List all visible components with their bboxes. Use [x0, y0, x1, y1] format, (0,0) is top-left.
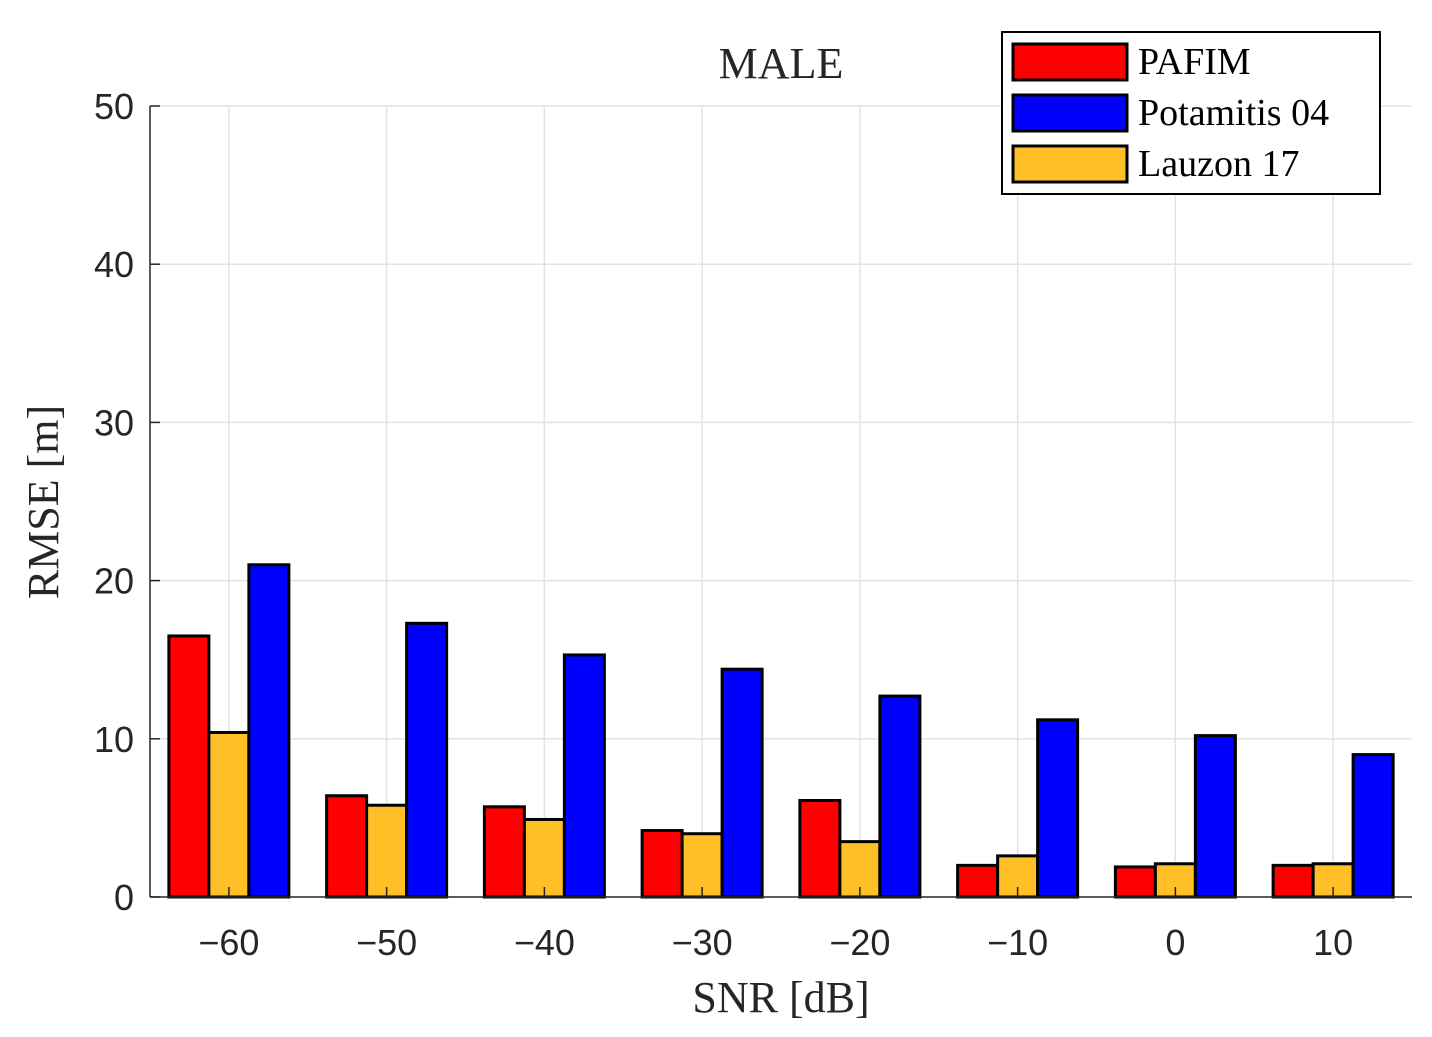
- legend: PAFIM Potamitis 04 Lauzon 17: [1002, 32, 1380, 194]
- bars: [169, 565, 1393, 897]
- legend-swatch: [1013, 146, 1127, 182]
- legend-swatch: [1013, 95, 1127, 131]
- y-tick-label: 20: [94, 561, 134, 602]
- chart-title: MALE: [719, 39, 844, 88]
- y-axis-title: RMSE [m]: [19, 405, 68, 599]
- x-tick-label: 0: [1165, 922, 1185, 963]
- legend-label: Lauzon 17: [1138, 143, 1299, 185]
- bar-pafim: [169, 636, 209, 897]
- y-tick-label: 30: [94, 402, 134, 443]
- x-tick-label: −60: [198, 922, 259, 963]
- x-tick-label: −10: [987, 922, 1048, 963]
- x-tick-label: 10: [1313, 922, 1353, 963]
- bar-pafim: [1115, 867, 1155, 897]
- y-tick-label: 0: [114, 877, 134, 918]
- bar-lauzon-17: [524, 819, 564, 897]
- bar-lauzon-17: [367, 805, 407, 897]
- legend-label: PAFIM: [1138, 41, 1251, 83]
- legend-swatch: [1013, 44, 1127, 80]
- x-tick-label: −20: [829, 922, 890, 963]
- bar-pafim: [642, 831, 682, 897]
- bar-potamitis-04: [722, 669, 762, 897]
- bar-pafim: [1273, 865, 1313, 897]
- bar-pafim: [484, 807, 524, 897]
- bar-potamitis-04: [880, 696, 920, 897]
- x-tick-label: −30: [672, 922, 733, 963]
- x-axis-title: SNR [dB]: [692, 973, 869, 1022]
- x-tick-label: −50: [356, 922, 417, 963]
- bar-potamitis-04: [1038, 720, 1078, 897]
- bar-pafim: [800, 800, 840, 897]
- y-tick-label: 10: [94, 719, 134, 760]
- bar-chart: 0 10 20 30 40 50 −60 −50 −40 −30 −20 −10 0 10 MALE SN…: [0, 0, 1432, 1037]
- x-tick-label: −40: [514, 922, 575, 963]
- bar-potamitis-04: [407, 623, 447, 897]
- bar-potamitis-04: [1353, 755, 1393, 897]
- bar-potamitis-04: [1195, 736, 1235, 897]
- bar-potamitis-04: [249, 565, 289, 897]
- bar-lauzon-17: [209, 732, 249, 897]
- bar-potamitis-04: [564, 655, 604, 897]
- legend-label: Potamitis 04: [1138, 92, 1329, 134]
- y-tick-label: 50: [94, 86, 134, 127]
- bar-pafim: [958, 865, 998, 897]
- y-tick-label: 40: [94, 244, 134, 285]
- bar-pafim: [327, 796, 367, 897]
